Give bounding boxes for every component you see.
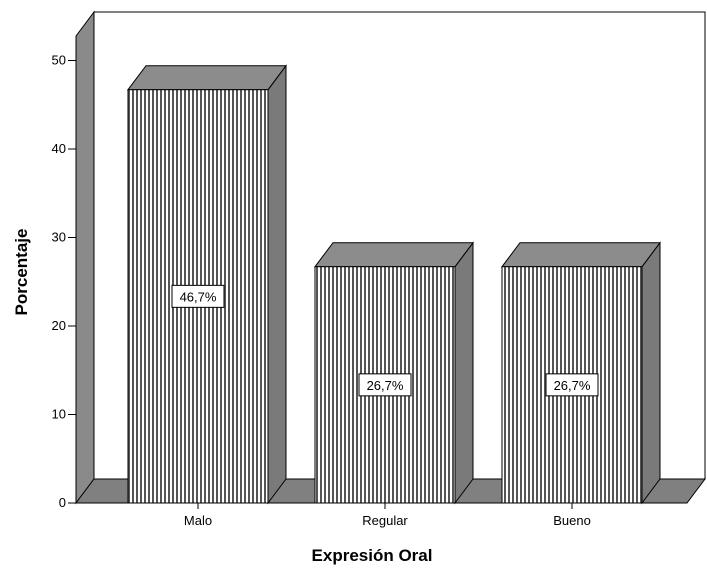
data-label-box — [171, 284, 225, 308]
data-label: 26,7% — [545, 373, 599, 397]
bar-malo: 46,7% — [127, 64, 287, 505]
x-tick-label: Malo — [184, 513, 212, 528]
y-axis: 0 10 20 30 40 50 — [52, 53, 76, 510]
y-tick-label: 20 — [52, 318, 66, 333]
data-label: 46,7% — [171, 284, 225, 308]
bar-top — [500, 242, 662, 268]
y-tick-label: 50 — [52, 53, 66, 68]
bar-regular: 26,7% — [313, 241, 475, 505]
data-label-text: 26,7% — [367, 378, 404, 393]
left-wall — [75, 10, 95, 505]
bars: 46,7% 26,7% 26,7% — [127, 64, 662, 505]
x-axis-title: Expresión Oral — [312, 546, 433, 565]
y-tick-label: 30 — [52, 230, 66, 245]
y-tick-label: 0 — [59, 495, 66, 510]
data-label-box — [358, 373, 412, 397]
data-label-text: 26,7% — [554, 378, 591, 393]
data-label-box — [545, 373, 599, 397]
bar-top — [313, 242, 475, 268]
bar-top — [127, 65, 287, 91]
data-label: 26,7% — [358, 373, 412, 397]
bar-side — [267, 64, 287, 505]
x-tick-label: Bueno — [553, 513, 591, 528]
y-tick-label: 40 — [52, 141, 66, 156]
x-axis: Malo Regular Bueno — [184, 503, 591, 528]
bar-bueno: 26,7% — [500, 241, 662, 505]
bar-side — [454, 241, 474, 505]
y-axis-title: Porcentaje — [12, 229, 31, 316]
data-label-text: 46,7% — [180, 289, 217, 304]
y-tick-label: 10 — [52, 407, 66, 422]
bar-side — [641, 241, 661, 505]
x-tick-label: Regular — [362, 513, 408, 528]
